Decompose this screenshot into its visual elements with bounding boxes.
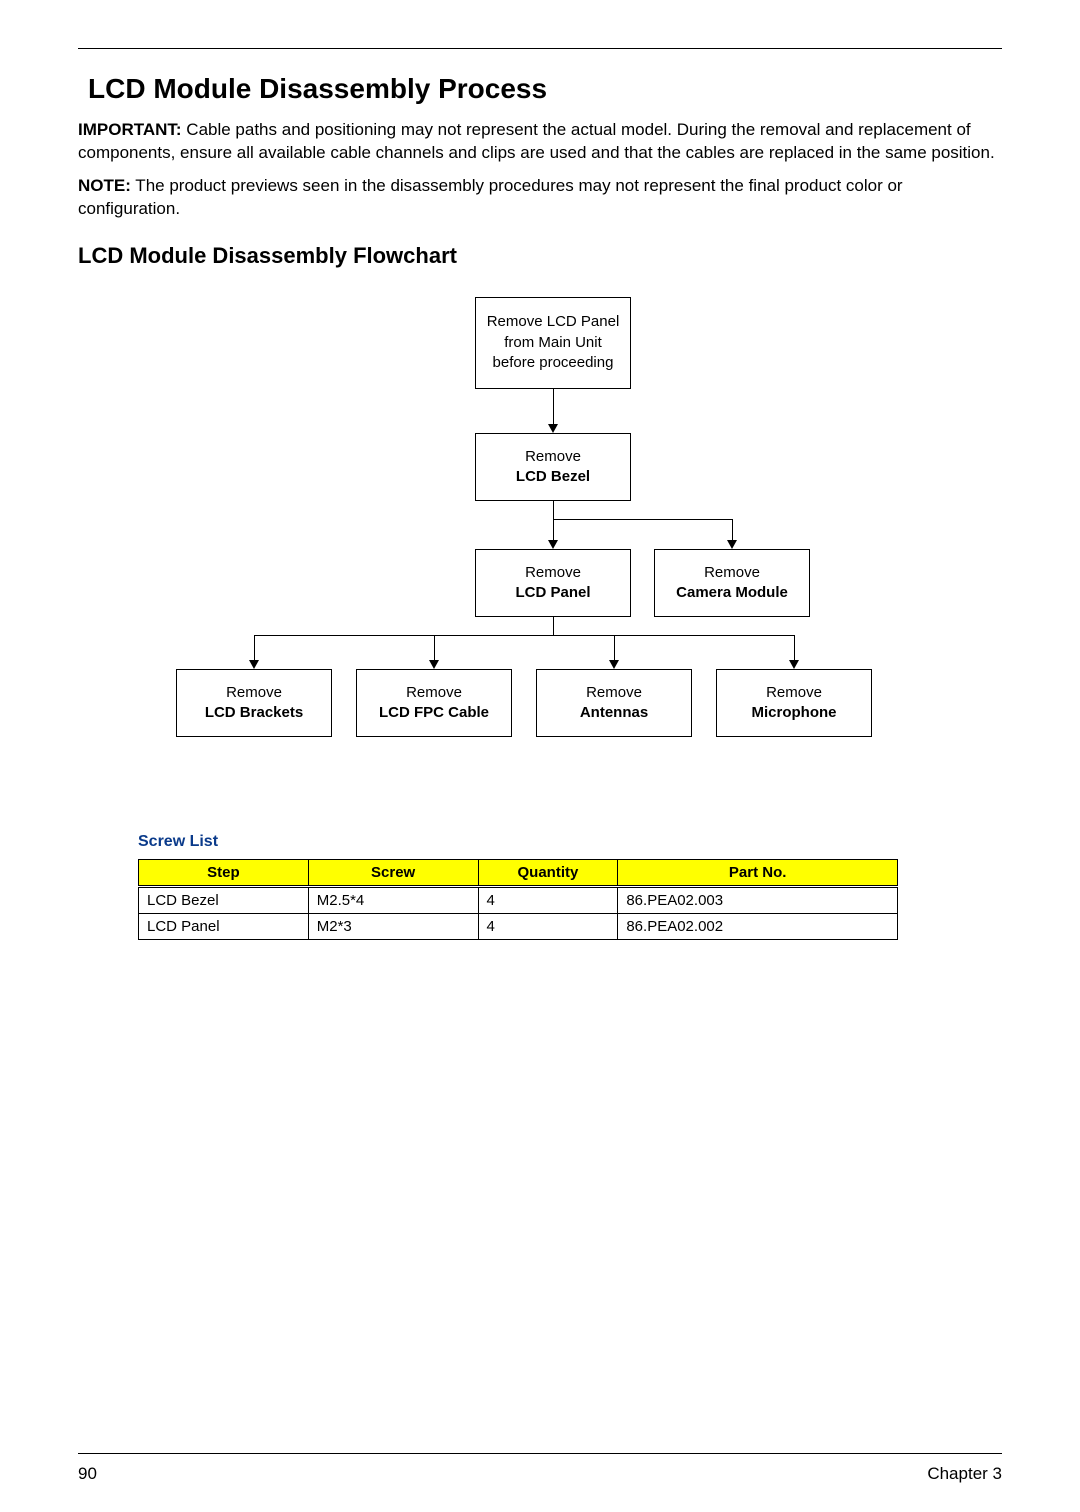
flow-node-bezel: Remove LCD Bezel xyxy=(475,433,631,501)
important-paragraph: IMPORTANT: Cable paths and positioning m… xyxy=(78,119,1002,165)
flowchart: Remove LCD Panel from Main Unit before p… xyxy=(80,297,1000,817)
flow-node-label: Remove xyxy=(704,563,760,583)
flow-node-label: Remove xyxy=(226,683,282,703)
note-text: The product previews seen in the disasse… xyxy=(78,176,903,218)
footer-rule xyxy=(78,1453,1002,1454)
flow-node-bold: LCD Brackets xyxy=(205,703,303,723)
arrowhead-icon xyxy=(249,660,259,669)
flow-node-bold: LCD FPC Cable xyxy=(379,703,489,723)
flow-edge xyxy=(553,519,554,540)
flow-node-label: Remove LCD Panel from Main Unit before p… xyxy=(482,312,624,373)
flow-edge xyxy=(732,519,733,540)
flow-edge xyxy=(553,501,554,519)
flow-node-bold: Camera Module xyxy=(676,583,788,603)
screw-list-title: Screw List xyxy=(138,833,1002,851)
flow-node-brackets: Remove LCD Brackets xyxy=(176,669,332,737)
flow-node-label: Remove xyxy=(586,683,642,703)
chapter-label: Chapter 3 xyxy=(927,1464,1002,1484)
flow-node-label: Remove xyxy=(406,683,462,703)
flow-edge xyxy=(254,635,255,660)
table-cell: LCD Bezel xyxy=(139,886,309,913)
flow-edge xyxy=(434,635,435,660)
table-cell: LCD Panel xyxy=(139,913,309,939)
table-cell: 4 xyxy=(478,886,618,913)
subsection-title: LCD Module Disassembly Flowchart xyxy=(78,243,1002,269)
arrowhead-icon xyxy=(727,540,737,549)
arrowhead-icon xyxy=(548,540,558,549)
table-header: Part No. xyxy=(618,859,898,886)
flow-edge xyxy=(794,635,795,660)
important-label: IMPORTANT: xyxy=(78,120,182,139)
flow-node-microphone: Remove Microphone xyxy=(716,669,872,737)
table-cell: 86.PEA02.003 xyxy=(618,886,898,913)
arrowhead-icon xyxy=(548,424,558,433)
page-number: 90 xyxy=(78,1464,97,1484)
flow-node-camera: Remove Camera Module xyxy=(654,549,810,617)
header-rule xyxy=(78,48,1002,49)
flow-edge xyxy=(553,617,554,635)
table-row: LCD Bezel M2.5*4 4 86.PEA02.003 xyxy=(139,886,898,913)
flow-node-label: Remove xyxy=(525,447,581,467)
important-text: Cable paths and positioning may not repr… xyxy=(78,120,995,162)
note-paragraph: NOTE: The product previews seen in the d… xyxy=(78,175,1002,221)
flow-node-panel: Remove LCD Panel xyxy=(475,549,631,617)
arrowhead-icon xyxy=(429,660,439,669)
table-row: LCD Panel M2*3 4 86.PEA02.002 xyxy=(139,913,898,939)
table-cell: 4 xyxy=(478,913,618,939)
table-cell: M2*3 xyxy=(308,913,478,939)
flow-edge xyxy=(254,635,794,636)
flow-node-bold: Microphone xyxy=(752,703,837,723)
flow-node-label: Remove xyxy=(766,683,822,703)
table-header-row: Step Screw Quantity Part No. xyxy=(139,859,898,886)
flow-edge xyxy=(553,519,732,520)
arrowhead-icon xyxy=(789,660,799,669)
table-header: Step xyxy=(139,859,309,886)
flow-node-label: Remove xyxy=(525,563,581,583)
section-title: LCD Module Disassembly Process xyxy=(88,73,1002,105)
table-header: Quantity xyxy=(478,859,618,886)
flow-node-bold: LCD Bezel xyxy=(516,467,590,487)
flow-node-bold: LCD Panel xyxy=(515,583,590,603)
flow-edge xyxy=(614,635,615,660)
flow-node-start: Remove LCD Panel from Main Unit before p… xyxy=(475,297,631,389)
table-cell: 86.PEA02.002 xyxy=(618,913,898,939)
flow-node-antennas: Remove Antennas xyxy=(536,669,692,737)
arrowhead-icon xyxy=(609,660,619,669)
flow-node-fpc: Remove LCD FPC Cable xyxy=(356,669,512,737)
note-label: NOTE: xyxy=(78,176,131,195)
table-cell: M2.5*4 xyxy=(308,886,478,913)
screw-table: Step Screw Quantity Part No. LCD Bezel M… xyxy=(138,859,898,940)
flow-edge xyxy=(553,389,554,424)
flow-node-bold: Antennas xyxy=(580,703,648,723)
table-header: Screw xyxy=(308,859,478,886)
